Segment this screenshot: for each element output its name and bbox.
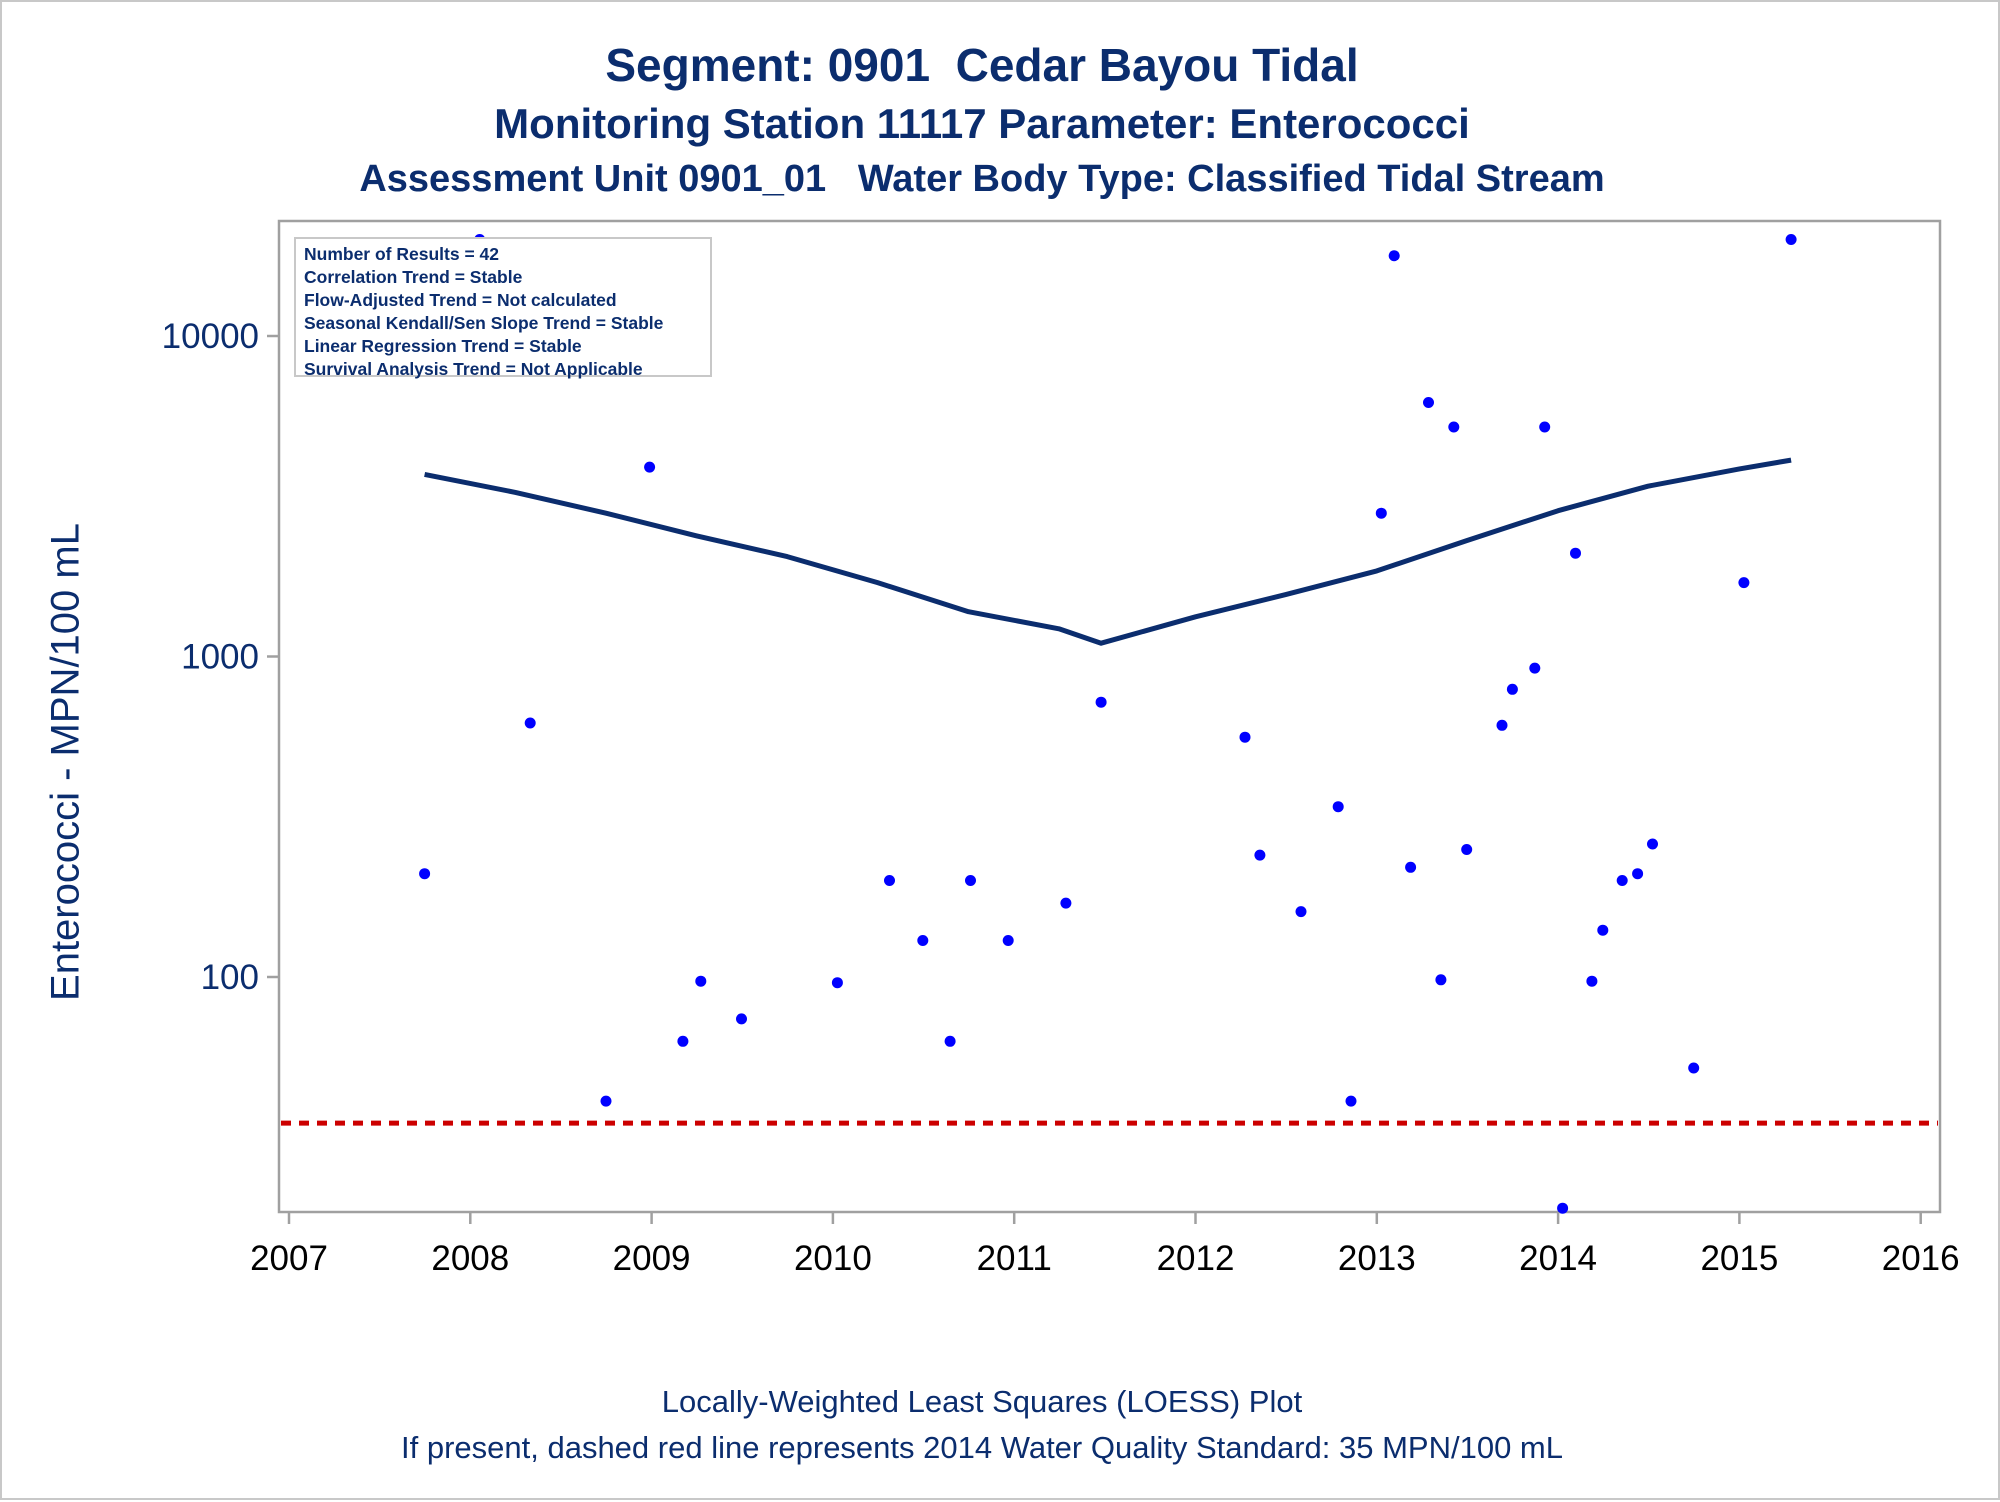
x-tick-label: 2016 bbox=[1882, 1239, 1960, 1278]
stat-seasonal-kendall-trend: Seasonal Kendall/Sen Slope Trend = Stabl… bbox=[304, 313, 664, 333]
data-point bbox=[1405, 861, 1417, 873]
x-tick-label: 2009 bbox=[613, 1239, 691, 1278]
data-point bbox=[1738, 577, 1750, 589]
data-point bbox=[600, 1095, 612, 1107]
data-point bbox=[1345, 1095, 1357, 1107]
stat-flow-adjusted-trend: Flow-Adjusted Trend = Not calculated bbox=[304, 290, 617, 310]
y-tick-label: 10000 bbox=[162, 317, 259, 356]
stat-linear-regression-trend: Linear Regression Trend = Stable bbox=[304, 336, 582, 356]
data-point bbox=[1461, 844, 1473, 855]
data-point bbox=[1570, 547, 1581, 559]
data-point bbox=[695, 975, 707, 987]
data-point bbox=[965, 875, 976, 886]
x-tick-label: 2014 bbox=[1519, 1239, 1597, 1278]
data-point bbox=[1557, 1202, 1569, 1214]
data-point bbox=[524, 717, 536, 729]
loess-curve bbox=[424, 457, 1792, 646]
stat-survival-analysis-trend: Survival Analysis Trend = Not Applicable bbox=[304, 359, 643, 379]
chart-title: Segment: 0901 Cedar Bayou Tidal bbox=[605, 39, 1359, 91]
data-point bbox=[1239, 731, 1251, 743]
data-point bbox=[1688, 1062, 1700, 1074]
stat-correlation-trend: Correlation Trend = Stable bbox=[304, 267, 523, 287]
data-point bbox=[1539, 421, 1551, 433]
data-point bbox=[831, 977, 843, 989]
data-point bbox=[1332, 801, 1344, 813]
y-tick-label: 100 bbox=[201, 958, 259, 997]
data-point bbox=[677, 1035, 689, 1047]
data-point bbox=[1586, 975, 1598, 987]
trend-stats-legend: Number of Results = 42 Correlation Trend… bbox=[294, 237, 712, 379]
chart-subtitle-station: Monitoring Station 11117 Parameter: Ente… bbox=[494, 100, 1470, 147]
x-tick-label: 2008 bbox=[431, 1239, 509, 1278]
footnote-standard: If present, dashed red line represents 2… bbox=[401, 1430, 1563, 1465]
data-point bbox=[1375, 507, 1387, 519]
data-point bbox=[1388, 250, 1400, 262]
data-point bbox=[736, 1013, 747, 1025]
data-point bbox=[1597, 924, 1609, 936]
x-tick-label: 2013 bbox=[1338, 1239, 1416, 1278]
data-point bbox=[1785, 234, 1797, 245]
x-tick-label: 2011 bbox=[977, 1239, 1052, 1278]
data-point bbox=[1060, 897, 1072, 909]
data-point bbox=[644, 461, 656, 473]
data-point bbox=[1616, 875, 1628, 886]
data-point bbox=[1095, 696, 1107, 708]
data-point bbox=[1529, 662, 1541, 674]
data-point bbox=[944, 1035, 956, 1047]
data-point bbox=[1506, 683, 1518, 695]
data-point bbox=[1002, 935, 1014, 946]
x-tick-label: 2015 bbox=[1700, 1239, 1778, 1278]
data-point bbox=[1423, 397, 1434, 408]
x-tick-label: 2007 bbox=[250, 1239, 328, 1278]
footnote-loess: Locally-Weighted Least Squares (LOESS) P… bbox=[661, 1384, 1303, 1419]
data-point bbox=[1435, 974, 1447, 986]
data-point bbox=[1496, 719, 1508, 731]
plot-area-frame bbox=[277, 219, 1942, 1214]
stat-number-of-results: Number of Results = 42 bbox=[304, 244, 499, 264]
data-point bbox=[419, 868, 431, 880]
x-tick-label: 2010 bbox=[794, 1239, 872, 1278]
data-point bbox=[1254, 849, 1266, 861]
chart-subtitle-assessment: Assessment Unit 0901_01 Water Body Type:… bbox=[359, 158, 1605, 200]
data-point bbox=[884, 875, 895, 886]
data-point bbox=[1632, 868, 1644, 880]
y-tick-label: 1000 bbox=[181, 638, 259, 677]
data-point bbox=[1295, 906, 1307, 918]
data-point bbox=[1448, 421, 1460, 433]
x-tick-label: 2012 bbox=[1157, 1239, 1235, 1278]
data-point bbox=[917, 935, 929, 946]
data-point bbox=[1647, 838, 1658, 850]
